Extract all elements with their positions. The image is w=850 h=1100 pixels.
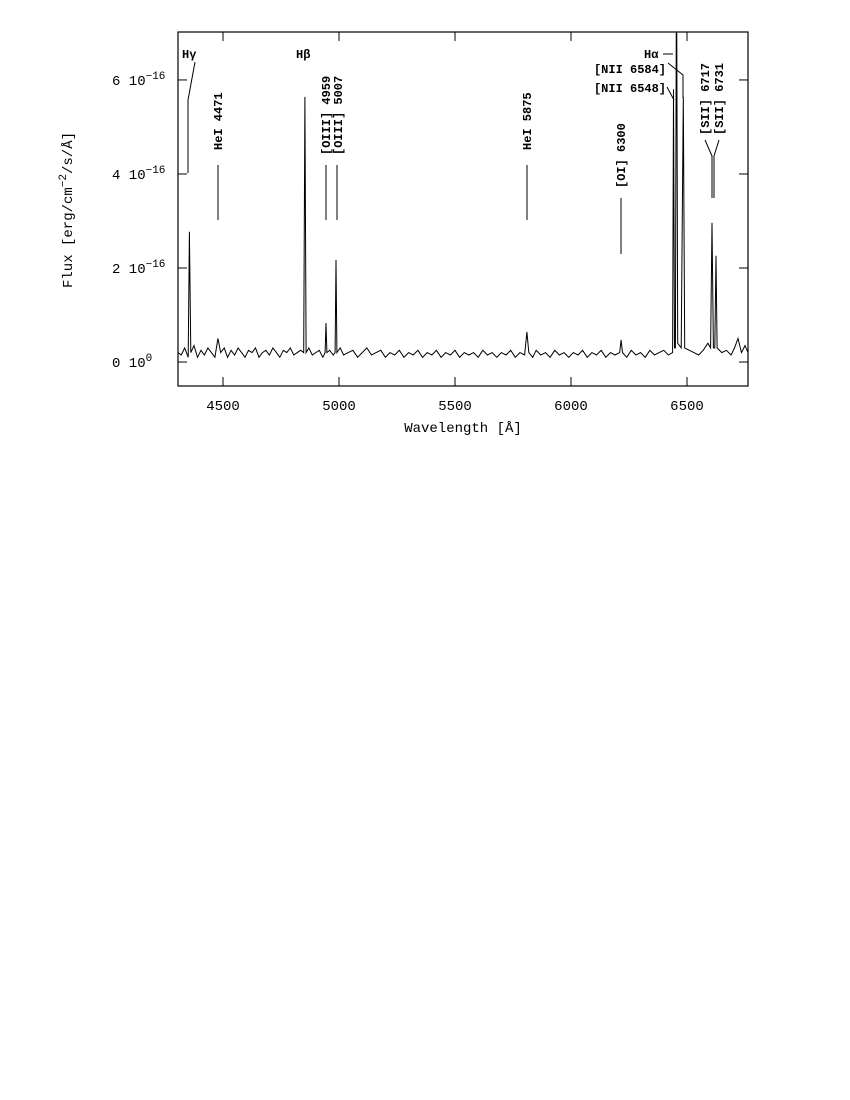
line-label: [NII 6548]: [594, 82, 666, 96]
y-label-part: /s/Å]: [60, 132, 77, 174]
spectrum-line: [178, 32, 748, 359]
x-tick-label: 4500: [206, 399, 240, 415]
y-tick-label-base: 0 10: [112, 356, 146, 372]
y-tick-label-base: 6 10: [112, 74, 146, 90]
label-pointer: [667, 62, 684, 98]
line-label: Hα: [644, 48, 659, 62]
y-tick-label-exp: −16: [146, 71, 166, 83]
line-label: Hβ: [296, 48, 310, 62]
line-label: HeI 5875: [521, 92, 535, 150]
plot-frame: [177, 31, 749, 387]
y-tick-label-exp: −16: [146, 259, 166, 271]
line-label: [NII 6584]: [594, 63, 666, 77]
y-tick-label-base: 4 10: [112, 168, 146, 184]
line-label: [SII] 6731: [713, 63, 727, 135]
y-tick-label: 6 10−16: [112, 71, 165, 90]
y-tick-label-base: 2 10: [112, 262, 146, 278]
label-pointer: [713, 139, 720, 198]
line-label: [OIII] 5007: [332, 76, 346, 155]
y-tick-label-exp: −16: [146, 165, 166, 177]
y-tick-label: 4 10−16: [112, 165, 165, 184]
y-tick-label: 2 10−16: [112, 259, 165, 278]
x-tick-label: 5500: [438, 399, 472, 415]
label-pointer: [187, 61, 196, 173]
y-label-part: Flux [erg/cm: [61, 187, 77, 288]
label-pointer: [704, 139, 713, 198]
x-tick-label: 6000: [554, 399, 588, 415]
y-label-sup: −2: [58, 174, 70, 187]
line-label: [OI] 6300: [615, 123, 629, 188]
label-pointer: [666, 86, 675, 101]
line-label: [SII] 6717: [699, 63, 713, 135]
x-axis-label: Wavelength [Å]: [404, 420, 522, 437]
x-tick-label: 6500: [670, 399, 704, 415]
y-tick-label: 0 100: [112, 353, 152, 372]
y-axis-label: Flux [erg/cm−2/s/Å]: [58, 132, 77, 288]
y-tick-label-exp: 0: [146, 353, 153, 365]
x-tick-label: 5000: [322, 399, 356, 415]
line-label: [OIII] 4959: [320, 76, 334, 155]
line-label: HeI 4471: [212, 92, 226, 150]
line-label: Hγ: [182, 48, 196, 62]
